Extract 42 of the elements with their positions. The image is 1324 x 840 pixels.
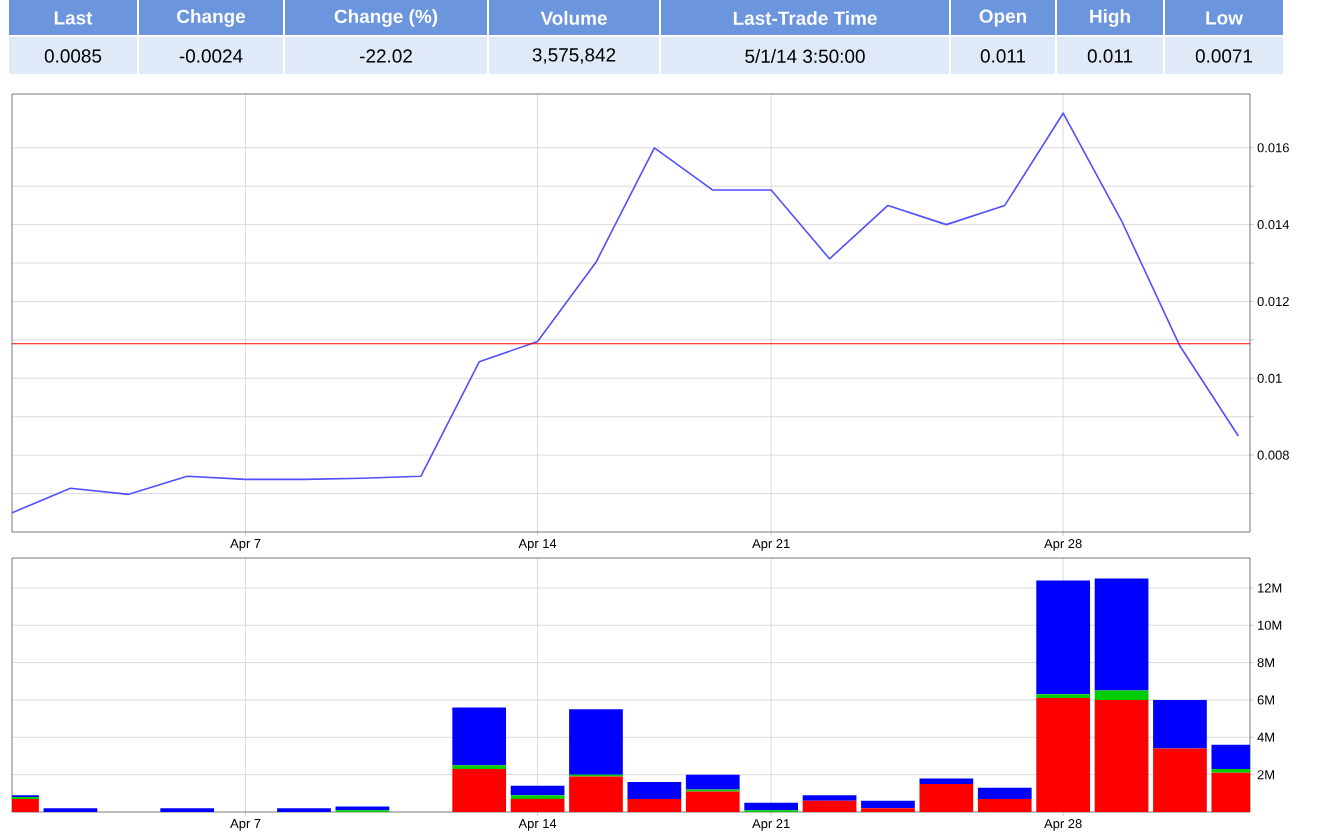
bar <box>1036 580 1091 695</box>
bar <box>1094 690 1149 700</box>
text: Last-Trade Time <box>733 11 877 25</box>
category-label: -22.02 <box>360 49 412 63</box>
bar <box>510 785 565 796</box>
category-label: 3,575,842 <box>532 48 616 64</box>
category-label: 0.0085 <box>44 49 102 63</box>
bar <box>627 798 682 812</box>
text: High <box>1090 9 1130 27</box>
bar <box>1153 699 1207 749</box>
bar <box>569 776 623 812</box>
category-label: 5/1/14 3:50:00 <box>745 49 865 63</box>
bar <box>452 769 507 812</box>
category-label: 0.0071 <box>1195 49 1253 63</box>
category-label: 0.011 <box>1087 49 1133 63</box>
bar <box>1094 578 1149 691</box>
text: Low <box>1206 11 1243 25</box>
bar <box>744 802 799 811</box>
category-label: -0.0024 <box>179 49 243 63</box>
category-label: 0.011 <box>980 49 1026 63</box>
text: Change <box>177 9 246 27</box>
bar <box>802 795 857 801</box>
bar <box>861 800 915 809</box>
bar <box>1153 748 1207 812</box>
bar <box>685 791 740 812</box>
bar <box>1036 698 1091 812</box>
bar <box>569 709 623 775</box>
bar <box>1094 699 1149 812</box>
text: Volume <box>540 11 607 25</box>
text: Open <box>979 9 1027 27</box>
bar <box>919 783 974 812</box>
text: Last <box>54 11 93 25</box>
bar <box>627 782 682 799</box>
bar <box>452 707 507 766</box>
bar <box>685 774 740 790</box>
bar <box>977 798 1032 812</box>
line-series <box>12 112 1240 514</box>
bar <box>802 800 857 812</box>
bar <box>977 787 1032 799</box>
bar <box>510 798 565 812</box>
bar <box>919 778 974 784</box>
text: Change (%) <box>334 9 438 27</box>
